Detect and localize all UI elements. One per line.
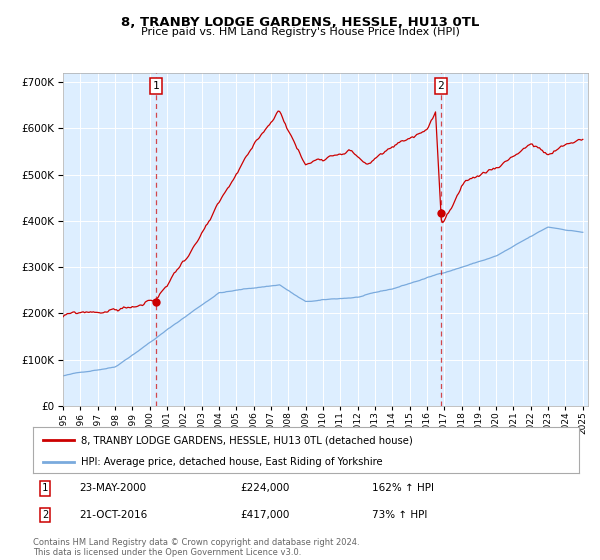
- Text: HPI: Average price, detached house, East Riding of Yorkshire: HPI: Average price, detached house, East…: [81, 457, 383, 466]
- Text: 162% ↑ HPI: 162% ↑ HPI: [371, 483, 434, 493]
- Text: 1: 1: [42, 483, 48, 493]
- Text: 21-OCT-2016: 21-OCT-2016: [79, 510, 148, 520]
- Text: 73% ↑ HPI: 73% ↑ HPI: [371, 510, 427, 520]
- Text: 8, TRANBY LODGE GARDENS, HESSLE, HU13 0TL: 8, TRANBY LODGE GARDENS, HESSLE, HU13 0T…: [121, 16, 479, 29]
- Text: £224,000: £224,000: [241, 483, 290, 493]
- Text: 2: 2: [437, 81, 444, 91]
- Text: 2: 2: [42, 510, 48, 520]
- Text: 8, TRANBY LODGE GARDENS, HESSLE, HU13 0TL (detached house): 8, TRANBY LODGE GARDENS, HESSLE, HU13 0T…: [81, 435, 413, 445]
- Text: 1: 1: [153, 81, 160, 91]
- Text: Contains HM Land Registry data © Crown copyright and database right 2024.: Contains HM Land Registry data © Crown c…: [33, 538, 359, 547]
- Text: Price paid vs. HM Land Registry's House Price Index (HPI): Price paid vs. HM Land Registry's House …: [140, 27, 460, 38]
- Text: 23-MAY-2000: 23-MAY-2000: [79, 483, 146, 493]
- Text: £417,000: £417,000: [241, 510, 290, 520]
- Text: This data is licensed under the Open Government Licence v3.0.: This data is licensed under the Open Gov…: [33, 548, 301, 557]
